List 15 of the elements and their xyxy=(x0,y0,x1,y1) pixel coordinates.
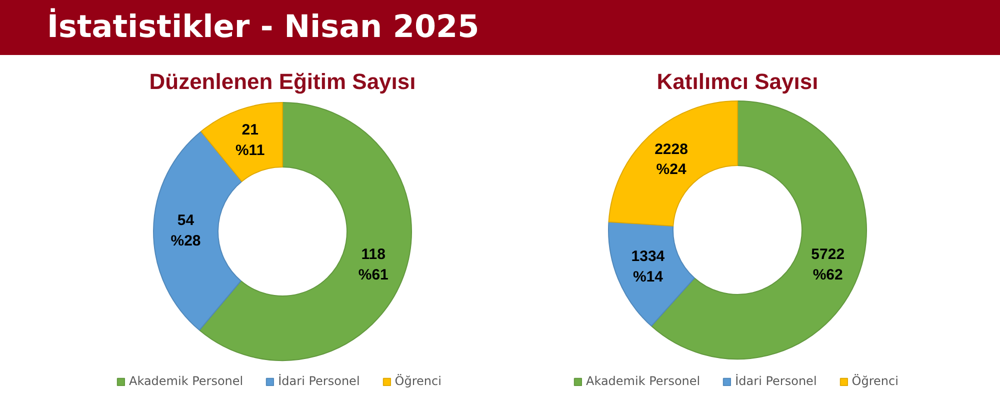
data-label: 118 %61 xyxy=(358,246,388,284)
legend-label: İdari Personel xyxy=(278,374,360,388)
text: İstatistikler - Nisan 2025 xyxy=(47,7,480,47)
chart-title: Katılımcı Sayısı xyxy=(656,69,818,94)
data-label: 21 %11 xyxy=(235,122,265,160)
legend-label: Akademik Personel xyxy=(586,374,700,388)
data-label: 1334 %14 xyxy=(631,248,666,286)
legend-label: İdari Personel xyxy=(735,374,817,388)
chart-title: Düzenlenen Eğitim Sayısı xyxy=(149,69,416,94)
legend-label: Öğrenci xyxy=(852,374,898,388)
data-label: 5722 %62 xyxy=(811,246,845,284)
legend-label: Akademik Personel xyxy=(129,374,244,388)
data-label: 54 %28 xyxy=(170,212,201,250)
legend-label: Öğrenci xyxy=(394,374,442,388)
data-label: 2228 %24 xyxy=(654,140,688,178)
